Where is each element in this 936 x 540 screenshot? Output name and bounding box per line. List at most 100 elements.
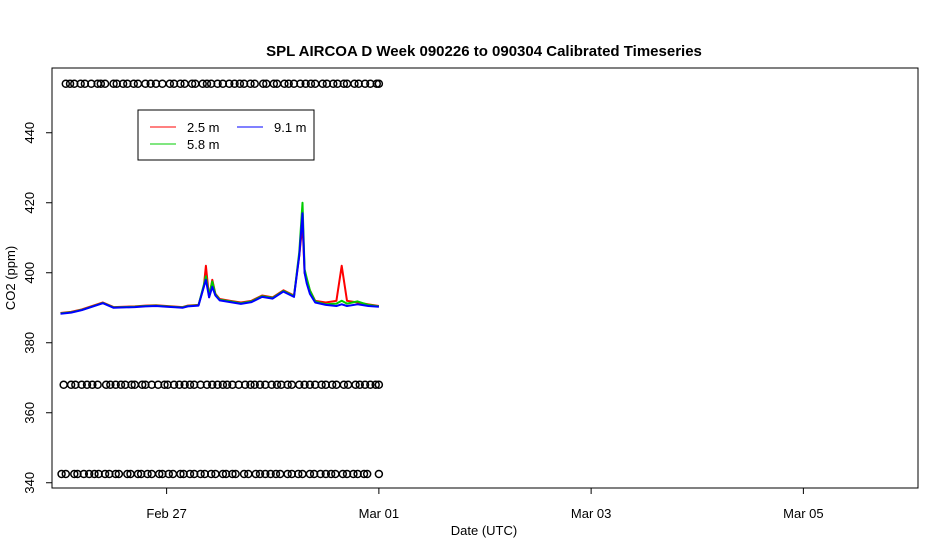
calibration-point bbox=[349, 469, 358, 479]
calibration-point bbox=[305, 469, 315, 479]
calibration-point bbox=[114, 469, 124, 479]
calibration-point bbox=[106, 380, 115, 389]
series-line-9-1-m bbox=[60, 212, 379, 315]
series-line-5-8-m bbox=[60, 201, 380, 315]
y-tick-label: 400 bbox=[22, 262, 37, 284]
x-axis-label: Date (UTC) bbox=[451, 523, 517, 538]
calibration-point bbox=[185, 380, 195, 389]
chart-title: SPL AIRCOA D Week 090226 to 090304 Calib… bbox=[266, 43, 702, 60]
calibration-point bbox=[90, 469, 99, 479]
calibration-point bbox=[295, 380, 304, 389]
calibration-point bbox=[255, 469, 265, 479]
calibration-point bbox=[326, 469, 336, 479]
calibration-point bbox=[366, 380, 375, 389]
calibration-point bbox=[351, 380, 360, 389]
calibration-point bbox=[109, 79, 118, 88]
calibration-point bbox=[202, 380, 212, 389]
calibration-point bbox=[76, 79, 85, 88]
calibration-point bbox=[222, 380, 232, 389]
calibration-point bbox=[133, 469, 143, 479]
calibration-points bbox=[57, 79, 384, 479]
calibration-point bbox=[160, 380, 169, 389]
calibration-point bbox=[202, 79, 212, 88]
calibration-point bbox=[154, 469, 164, 479]
x-tick-label: Mar 05 bbox=[783, 506, 823, 521]
calibration-point bbox=[77, 380, 86, 389]
calibration-point bbox=[100, 79, 110, 88]
calibration-point bbox=[198, 79, 207, 88]
calibration-point bbox=[318, 79, 327, 88]
calibration-point bbox=[143, 469, 152, 479]
calibration-point bbox=[306, 79, 316, 88]
calibration-point bbox=[176, 469, 185, 479]
calibration-point bbox=[296, 79, 305, 88]
calibration-point bbox=[246, 380, 255, 389]
calibration-point bbox=[57, 469, 66, 479]
calibration-point bbox=[164, 469, 173, 479]
x-axis: Feb 27 Mar 01 Mar 03 Mar 05 bbox=[146, 487, 824, 521]
calibration-point bbox=[258, 79, 268, 88]
calibration-point bbox=[66, 380, 76, 389]
y-axis-label: CO2 (ppm) bbox=[3, 246, 18, 310]
series-lines bbox=[60, 201, 380, 315]
calibration-point bbox=[61, 469, 71, 479]
calibration-point bbox=[180, 380, 189, 389]
calibration-point bbox=[284, 79, 293, 88]
calibration-point bbox=[84, 469, 94, 479]
calibration-point bbox=[280, 79, 289, 88]
calibration-point bbox=[305, 380, 315, 389]
calibration-point bbox=[141, 79, 150, 88]
calibration-point bbox=[301, 79, 310, 88]
calibration-point bbox=[339, 79, 349, 88]
calibration-point bbox=[165, 79, 175, 88]
calibration-point bbox=[123, 469, 132, 479]
calibration-point bbox=[261, 469, 270, 479]
calibration-point bbox=[231, 469, 240, 479]
calibration-point bbox=[374, 469, 384, 479]
calibration-point bbox=[208, 380, 217, 389]
legend-box bbox=[137, 109, 315, 161]
y-tick-label: 360 bbox=[22, 402, 37, 424]
calibration-point bbox=[338, 469, 348, 479]
calibration-point bbox=[101, 380, 111, 389]
y-tick-label: 340 bbox=[22, 472, 37, 494]
calibration-point bbox=[175, 380, 184, 389]
calibration-point bbox=[82, 380, 92, 389]
x-tick-label: Feb 27 bbox=[146, 506, 186, 521]
calibration-point bbox=[79, 469, 89, 479]
calibration-point bbox=[93, 380, 102, 389]
calibration-point bbox=[146, 79, 155, 88]
calibration-point bbox=[129, 79, 138, 88]
calibration-point bbox=[283, 380, 292, 389]
legend-label: 2.5 m bbox=[187, 120, 220, 135]
calibration-point bbox=[61, 79, 71, 88]
calibration-point bbox=[111, 469, 120, 479]
calibration-point bbox=[88, 380, 97, 389]
calibration-point bbox=[206, 469, 216, 479]
calibration-point bbox=[255, 380, 265, 389]
y-tick-label: 380 bbox=[22, 332, 37, 354]
calibration-point bbox=[272, 380, 282, 389]
calibration-point bbox=[374, 380, 384, 389]
calibration-point bbox=[59, 380, 68, 389]
calibration-point bbox=[239, 469, 249, 479]
calibration-point bbox=[118, 79, 128, 88]
calibration-point bbox=[327, 380, 337, 389]
calibration-point bbox=[251, 469, 261, 479]
calibration-point bbox=[360, 79, 370, 88]
calibration-point bbox=[328, 79, 338, 88]
y-axis: 340 360 380 400 420 440 bbox=[22, 122, 53, 494]
calibration-point bbox=[360, 380, 370, 389]
calibration-point bbox=[316, 469, 325, 479]
calibration-point bbox=[228, 469, 237, 479]
calibration-point bbox=[317, 380, 326, 389]
x-tick-label: Mar 03 bbox=[571, 506, 611, 521]
calibration-point bbox=[269, 79, 279, 88]
calibration-point bbox=[266, 469, 275, 479]
calibration-point bbox=[355, 380, 365, 389]
calibration-point bbox=[235, 79, 245, 88]
calibration-point bbox=[362, 469, 372, 479]
calibration-point bbox=[350, 79, 359, 88]
calibration-point bbox=[230, 79, 239, 88]
calibration-point bbox=[111, 380, 120, 389]
